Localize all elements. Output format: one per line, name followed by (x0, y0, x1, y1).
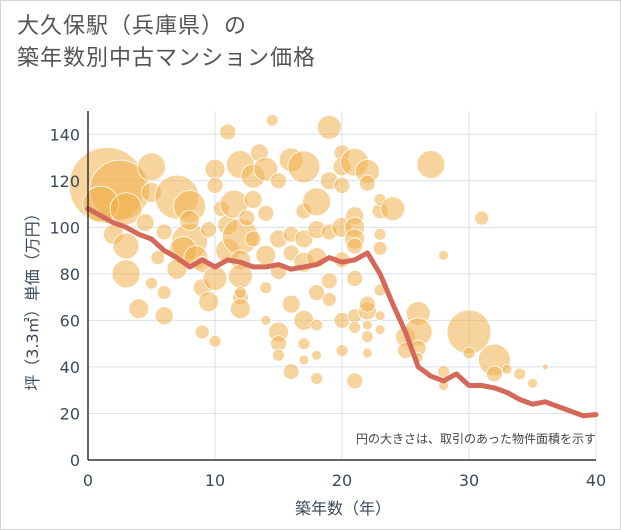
chart-title: 大久保駅（兵庫県）の 築年数別中古マンション価格 (17, 11, 316, 75)
data-bubble (297, 337, 311, 351)
data-bubble (373, 227, 387, 241)
data-bubble (208, 334, 222, 348)
data-bubble (244, 230, 262, 248)
x-tick-label: 0 (83, 471, 93, 490)
data-bubble (374, 310, 386, 322)
y-tick-labels: 0 20 40 60 80 100 120 140 (49, 125, 80, 470)
data-bubble (198, 291, 220, 313)
data-bubble (541, 363, 549, 371)
data-bubble (346, 372, 364, 390)
data-bubble (310, 318, 324, 332)
y-tick-label: 100 (49, 218, 80, 237)
data-bubble (194, 324, 210, 340)
data-bubble (155, 223, 173, 241)
y-tick-label: 120 (49, 172, 80, 191)
data-bubble (257, 204, 275, 222)
data-bubble (361, 347, 373, 359)
data-bubble (135, 213, 155, 233)
data-bubble (372, 240, 388, 256)
data-bubble (282, 363, 300, 380)
data-bubble (233, 286, 247, 299)
bubble-layer (68, 113, 549, 391)
data-bubble (145, 276, 158, 290)
x-tick-labels: 0 10 20 30 40 (83, 471, 606, 490)
data-bubble (111, 259, 141, 289)
axes (87, 111, 596, 461)
data-bubble (380, 196, 406, 222)
chart-title-line1: 大久保駅（兵庫県）の (17, 14, 248, 39)
data-bubble (438, 249, 450, 261)
data-bubble (358, 295, 376, 313)
data-bubble (316, 114, 342, 140)
data-bubble (154, 306, 174, 326)
data-bubble (321, 292, 337, 307)
x-tick-label: 30 (459, 471, 479, 490)
data-bubble (150, 250, 166, 265)
data-bubble (501, 363, 513, 375)
data-bubble (485, 365, 503, 383)
x-tick-label: 20 (332, 471, 352, 490)
trend-line-layer (85, 206, 599, 419)
data-bubble (513, 367, 527, 381)
data-bubble (255, 244, 277, 266)
data-bubble (374, 324, 386, 336)
data-bubble (320, 272, 338, 290)
data-bubble (298, 354, 310, 366)
data-bubble (202, 266, 228, 291)
data-bubble (474, 210, 490, 226)
y-tick-label: 40 (60, 358, 80, 377)
data-bubble (416, 150, 446, 179)
data-bubble (270, 172, 287, 190)
x-axis-label: 築年数（年） (295, 499, 391, 518)
data-bubble (294, 229, 314, 249)
data-bubble (348, 320, 362, 334)
data-bubble (360, 330, 374, 344)
data-bubble (302, 187, 332, 217)
y-tick-label: 80 (60, 265, 80, 284)
data-bubble (310, 372, 324, 385)
data-bubble (358, 174, 376, 192)
average-price-line (85, 206, 599, 419)
data-bubble (200, 221, 218, 239)
data-bubble (260, 314, 272, 326)
x-tick-label: 40 (586, 471, 606, 490)
data-bubble (219, 123, 237, 141)
data-bubble (128, 298, 150, 320)
y-axis-label: 坪（3.3㎡）単価（万円） (23, 205, 42, 390)
data-bubble (311, 349, 323, 361)
data-bubble (437, 365, 451, 378)
bubble-size-note: 円の大きさは、取引のあった物件面積を示す (356, 431, 596, 446)
data-bubble (281, 294, 301, 314)
data-bubble (272, 348, 285, 362)
y-tick-label: 140 (49, 125, 80, 144)
data-bubble (346, 270, 364, 287)
data-bubble (527, 377, 538, 389)
data-bubble (308, 284, 326, 301)
data-bubble (333, 177, 351, 194)
data-bubble (265, 113, 279, 127)
data-bubble (253, 156, 279, 182)
data-bubble (179, 209, 201, 231)
y-tick-label: 20 (60, 404, 80, 423)
data-bubble (462, 346, 476, 360)
data-bubble (243, 190, 263, 209)
data-bubble (156, 285, 172, 300)
data-bubble (229, 298, 251, 320)
data-bubble (112, 232, 140, 260)
data-bubble (335, 344, 349, 358)
chart-title-line2: 築年数別中古マンション価格 (17, 46, 317, 71)
data-bubble (206, 177, 224, 194)
data-bubble (204, 158, 226, 180)
x-tick-label: 10 (205, 471, 225, 490)
data-bubble (346, 237, 364, 255)
data-bubble (238, 209, 256, 227)
data-bubble (361, 319, 373, 331)
y-tick-label: 60 (60, 311, 80, 330)
data-bubble (287, 150, 321, 184)
y-tick-label: 0 (70, 451, 80, 470)
data-bubble (259, 281, 273, 295)
data-bubble (137, 152, 166, 182)
